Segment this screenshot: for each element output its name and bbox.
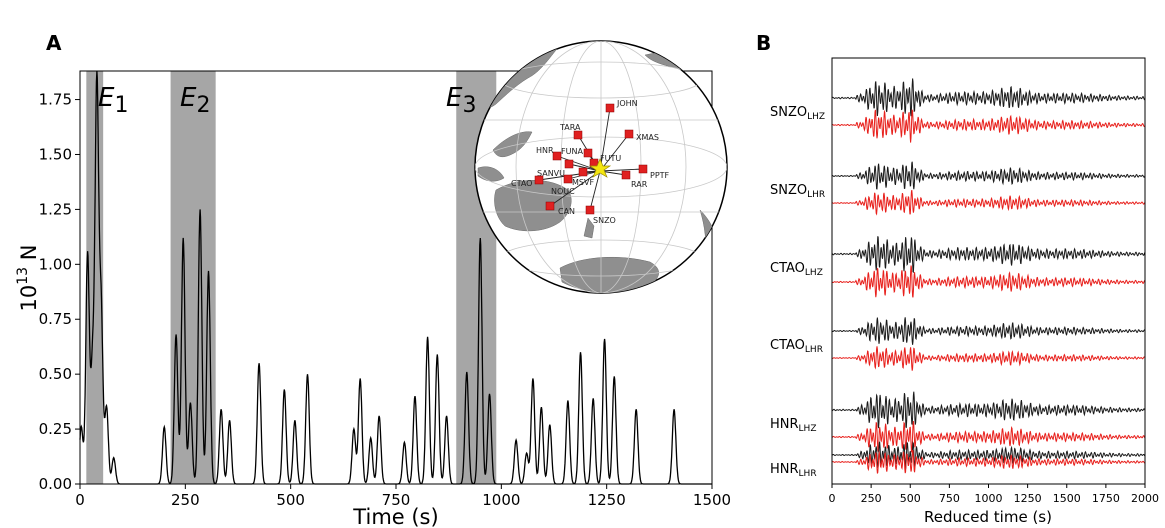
- ray-path-john: [599, 107, 611, 172]
- xtick-label: 250: [171, 491, 200, 509]
- ray-path-xmas: [599, 133, 630, 172]
- station-marker-msvf: [578, 167, 588, 177]
- station-label-sanvu: SANVU: [537, 169, 565, 178]
- station-marker-sanvu: [564, 159, 574, 169]
- station-marker-pptf: [638, 164, 648, 174]
- event-label-e3: E3: [446, 83, 476, 118]
- xtick-label: 0: [829, 492, 836, 505]
- seismograms: [831, 78, 1146, 474]
- station-label-ctao: CTAO: [511, 179, 532, 188]
- xtick-label: 1000: [975, 492, 1003, 505]
- trace-hnr-lhz-synthetic: [831, 421, 1146, 453]
- xtick-label: 1500: [693, 491, 731, 509]
- xtick-label: 1000: [482, 491, 520, 509]
- trace-label-ctao-lhz: CTAOLHZ: [770, 261, 823, 278]
- station-label-xmas: XMAS: [636, 133, 659, 142]
- xtick-label: 2000: [1131, 492, 1159, 505]
- trace-label-hnr-lhz: HNRLHZ: [770, 417, 817, 434]
- ray-path-pptf: [599, 168, 644, 172]
- station-label-snzo: SNZO: [593, 216, 616, 225]
- station-label-funa: FUNA: [561, 147, 583, 156]
- ytick-label: 0.25: [39, 420, 72, 438]
- xtick-label: 0: [75, 491, 85, 509]
- source-star-icon: [588, 158, 612, 178]
- xtick-label: 500: [276, 491, 305, 509]
- xtick-label: 1250: [588, 491, 626, 509]
- station-marker-rar: [621, 170, 631, 180]
- stations-layer: JOHN TARA XMAS HNR FUNA FUTU SANVU MSVF PPTF CTAO…: [511, 99, 670, 225]
- xtick-label: 250: [861, 492, 882, 505]
- panel-b-xlabel: Reduced time (s): [924, 508, 1052, 526]
- trace-label-snzo-lhr: SNZOLHR: [770, 183, 825, 200]
- station-marker-xmas: [624, 129, 634, 139]
- station-label-msvf: MSVF: [572, 178, 594, 187]
- trace-hnr-lhr-synthetic: [831, 449, 1145, 474]
- ray-path-sanvu: [568, 163, 601, 172]
- event-label-e2: E2: [180, 83, 210, 118]
- ytick-label: 0.75: [39, 310, 72, 328]
- panel-a-xticks: 0 250 500 750 1000 1250 1500: [75, 484, 731, 509]
- panel-b-label: B: [756, 31, 771, 55]
- panel-a-yticks: 0.00 0.25 0.50 0.75 1.00 1.25 1.50 1.75: [39, 91, 80, 493]
- trace-label-ctao-lhr: CTAOLHR: [770, 338, 823, 355]
- panel-a-ylabel: 1013 N: [15, 245, 41, 312]
- trace-ctao-lhr-synthetic: [831, 346, 1146, 371]
- ytick-label: 0.00: [39, 475, 72, 493]
- ytick-label: 1.75: [39, 91, 72, 109]
- station-label-john: JOHN: [616, 99, 638, 108]
- station-marker-nouc: [563, 174, 573, 184]
- event-label-e1: E1: [98, 83, 128, 118]
- station-label-hnr: HNR: [536, 146, 554, 155]
- ray-path-snzo: [589, 170, 601, 211]
- xtick-label: 1250: [1014, 492, 1042, 505]
- station-marker-snzo: [585, 205, 595, 215]
- station-label-pptf: PPTF: [650, 171, 670, 180]
- xtick-label: 500: [900, 492, 921, 505]
- event-labels: E1 E2 E3: [98, 83, 476, 118]
- station-marker-john: [605, 103, 615, 113]
- trace-label-hnr-lhr: HNRLHR: [770, 462, 817, 479]
- trace-hnr-lhz-observed: [832, 391, 1146, 429]
- trace-ctao-lhr-observed: [831, 317, 1146, 345]
- trace-ctao-lhz-synthetic: [831, 265, 1146, 298]
- trace-ctao-lhz-observed: [831, 236, 1146, 274]
- station-marker-hnr: [552, 151, 562, 161]
- xtick-label: 1750: [1092, 492, 1120, 505]
- station-label-futu: FUTU: [600, 154, 621, 163]
- xtick-label: 1500: [1053, 492, 1081, 505]
- ytick-label: 1.25: [39, 200, 72, 218]
- ray-path-can: [549, 170, 601, 207]
- station-marker-tara: [573, 130, 583, 140]
- ray-path-hnr: [556, 155, 601, 172]
- trace-snzo-lhr-synthetic: [831, 189, 1146, 216]
- station-label-can: CAN: [558, 207, 575, 216]
- station-label-tara: TARA: [559, 123, 581, 132]
- station-marker-funa: [583, 148, 593, 158]
- station-label-nouc: NOUC: [551, 187, 575, 196]
- ytick-label: 0.50: [39, 365, 72, 383]
- panel-a-label: A: [46, 31, 62, 55]
- station-marker-can: [545, 201, 555, 211]
- station-map-globe: JOHN TARA XMAS HNR FUNA FUTU SANVU MSVF PPTF CTAO…: [474, 40, 728, 294]
- panel-b-xticks: 0 250 500 750 1000 1250 1500 1750 2000: [829, 484, 1159, 505]
- panel-a-xlabel: Time (s): [352, 505, 438, 528]
- xtick-label: 750: [939, 492, 960, 505]
- ytick-label: 1.50: [39, 145, 72, 163]
- trace-snzo-lhz-synthetic: [831, 109, 1146, 143]
- station-marker-ctao: [534, 175, 544, 185]
- trace-label-snzo-lhz: SNZOLHZ: [770, 105, 825, 122]
- station-label-rar: RAR: [631, 180, 648, 189]
- trace-snzo-lhz-observed: [831, 78, 1146, 117]
- trace-snzo-lhr-observed: [832, 161, 1146, 190]
- trace-labels: SNZOLHZ SNZOLHR CTAOLHZ CTAOLHR HNRLHZ HNRLHR: [770, 105, 825, 479]
- ytick-label: 1.00: [39, 255, 72, 273]
- xtick-label: 750: [382, 491, 411, 509]
